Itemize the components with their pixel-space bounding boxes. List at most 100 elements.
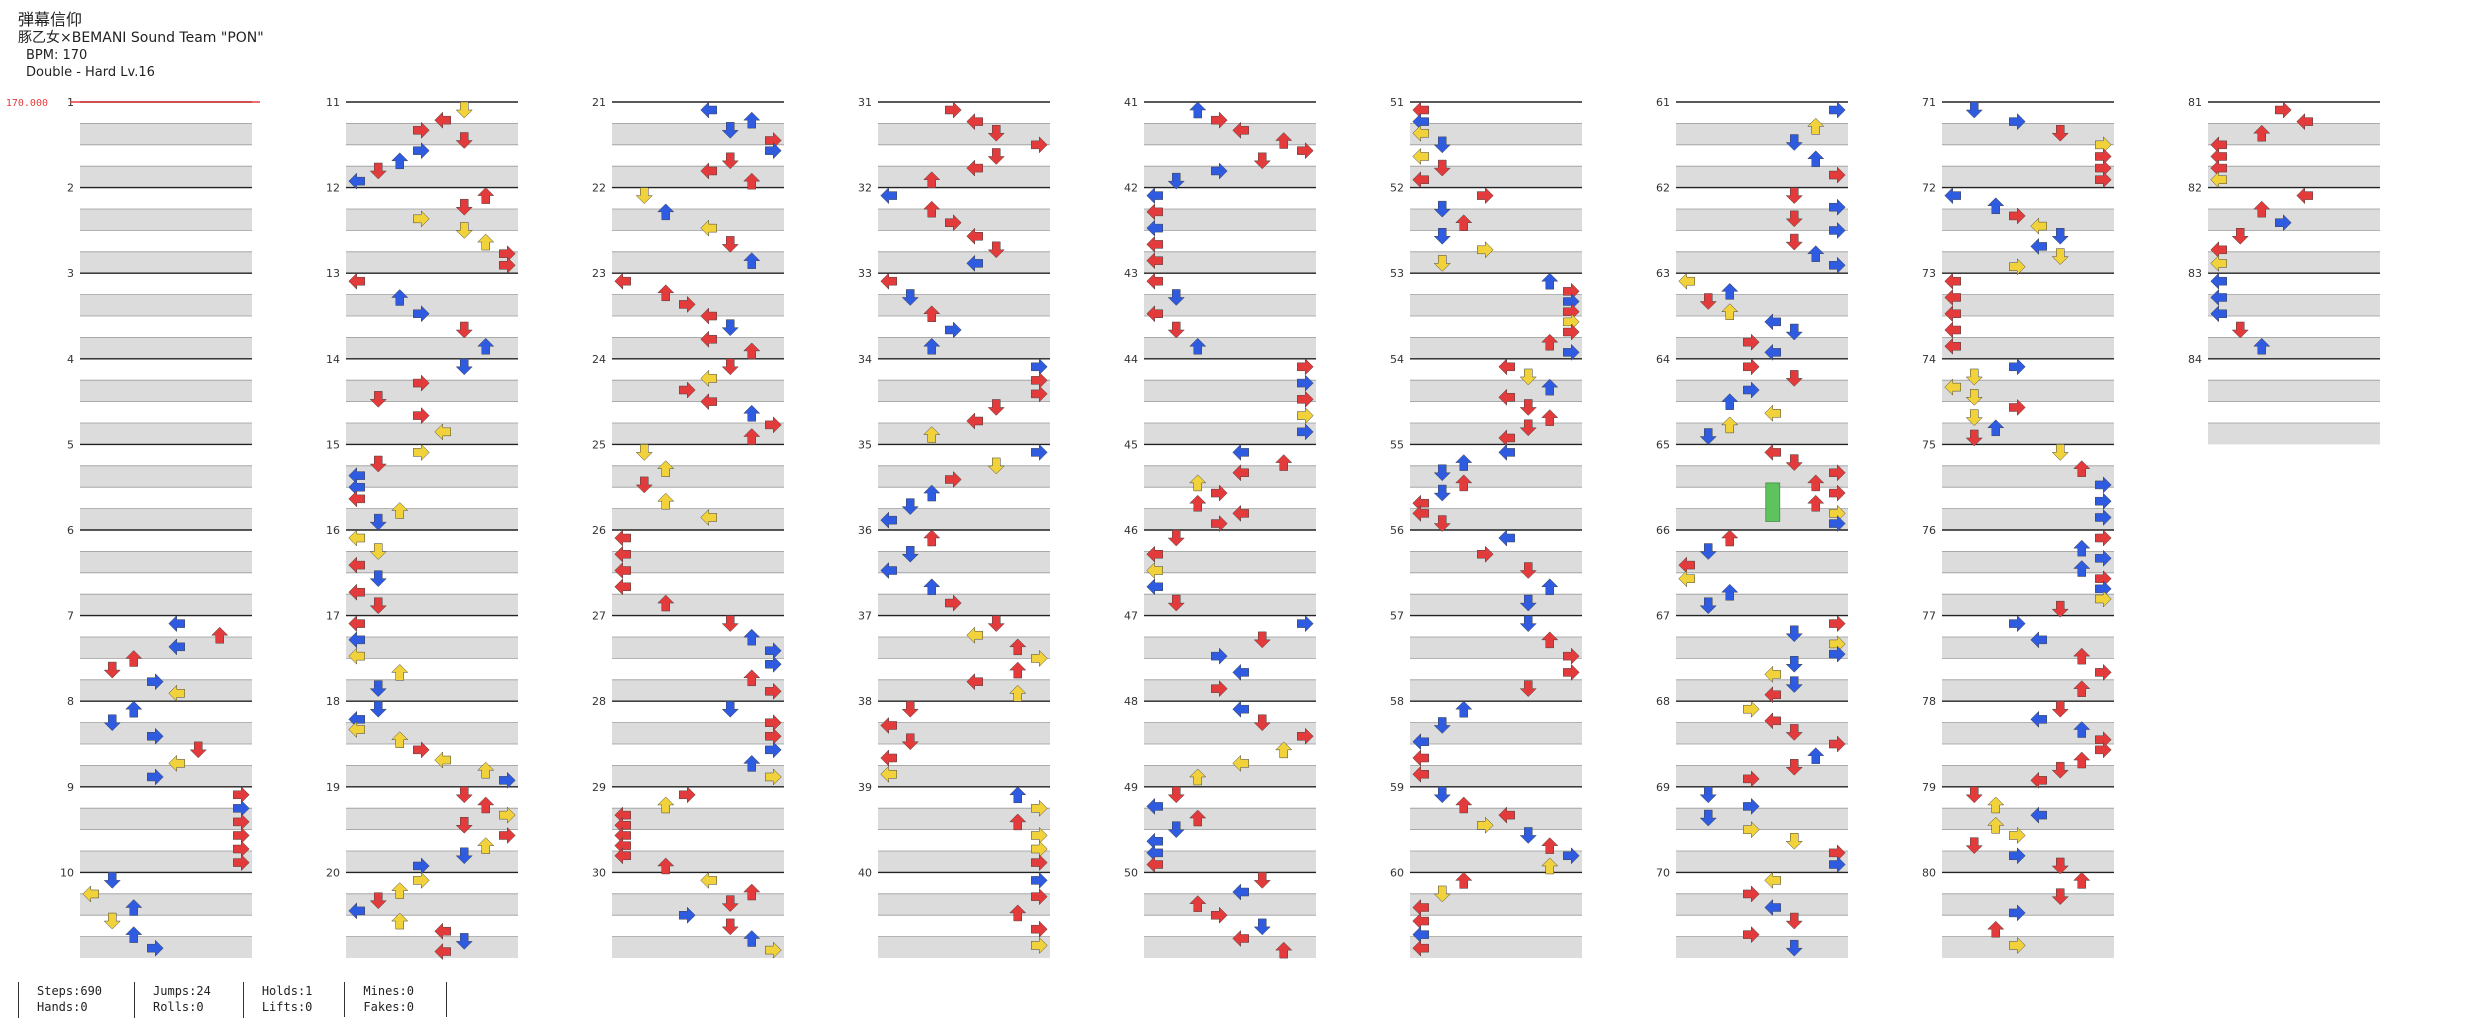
measure-label: 55 (1390, 438, 1404, 451)
arrow-note (1562, 663, 1580, 681)
beat-band (612, 251, 784, 274)
beat-band (1410, 337, 1582, 359)
beat-band (1144, 209, 1316, 231)
arrow-note (1189, 101, 1207, 119)
measure-label: 26 (592, 524, 606, 537)
beat-band (346, 637, 518, 659)
measure-label: 42 (1124, 182, 1138, 195)
arrow-note (923, 529, 941, 547)
arrow-note (1764, 443, 1782, 461)
measure-label: 68 (1656, 695, 1670, 708)
beat-band (878, 722, 1050, 744)
beat-band (1410, 508, 1582, 530)
beat-band (612, 936, 784, 958)
arrow-note (391, 663, 409, 681)
arrow-note (455, 321, 473, 339)
beat-band (1676, 637, 1848, 659)
stat-mines: Mines:0 (363, 984, 414, 998)
arrow-note (1030, 871, 1048, 889)
measure-label: 35 (858, 438, 872, 451)
beat-band (80, 166, 252, 188)
arrow-note (721, 319, 739, 337)
beat-band (2208, 380, 2380, 402)
arrow-note (1476, 187, 1494, 205)
measure-label: 79 (1922, 781, 1936, 794)
arrow-note (1742, 700, 1760, 718)
arrow-note (678, 786, 696, 804)
beat-band (1676, 166, 1848, 188)
arrow-note (1433, 786, 1451, 804)
arrow-note (1944, 321, 1962, 339)
beat-band (1942, 936, 2114, 958)
arrow-note (455, 101, 473, 119)
measure-label: 15 (326, 438, 340, 451)
beat-band (878, 637, 1050, 659)
beat-band (1144, 893, 1316, 916)
beat-band (1144, 808, 1316, 830)
arrow-note (455, 786, 473, 804)
measure-label: 4 (67, 353, 74, 366)
beat-band (346, 337, 518, 359)
measure-label: 65 (1656, 438, 1670, 451)
arrow-note (721, 358, 739, 376)
arrow-note (2051, 700, 2069, 718)
measure-label: 29 (592, 781, 606, 794)
beat-band (1410, 679, 1582, 702)
measure-label: 69 (1656, 781, 1670, 794)
beat-band (80, 508, 252, 530)
arrow-note (2008, 615, 2026, 633)
step-chart: 1234567891011121314151617181920212223242… (6, 96, 2380, 961)
beat-band (80, 465, 252, 488)
arrow-note (1296, 407, 1314, 425)
beat-band (612, 294, 784, 316)
measure-label: 28 (592, 695, 606, 708)
hold-note (1765, 482, 1781, 522)
arrow-note (721, 700, 739, 718)
beat-band (878, 765, 1050, 787)
measure-label: 82 (2188, 182, 2202, 195)
measure-label: 7 (67, 610, 74, 623)
beat-band (1676, 808, 1848, 830)
beat-band (80, 637, 252, 659)
arrow-note (2094, 663, 2112, 681)
arrow-note (1807, 747, 1825, 765)
beat-band (612, 166, 784, 188)
beat-band (1144, 251, 1316, 274)
stat-rolls: Rolls:0 (153, 1000, 204, 1014)
beat-band (1144, 294, 1316, 316)
beat-band (1942, 722, 2114, 744)
beat-band (346, 294, 518, 316)
arrow-note (348, 272, 366, 290)
arrow-note (103, 871, 121, 889)
beat-band (878, 679, 1050, 702)
arrow-note (1828, 615, 1846, 633)
arrow-note (1498, 529, 1516, 547)
beat-band (612, 465, 784, 488)
beat-band (1410, 936, 1582, 958)
arrow-note (2073, 871, 2091, 889)
stat-group-mines: Mines:0 Fakes:0 (344, 982, 447, 1017)
song-header: 弾幕信仰 豚乙女×BEMANI Sound Team "PON" BPM: 17… (18, 10, 264, 81)
beat-band (2208, 166, 2380, 188)
measure-label: 63 (1656, 267, 1670, 280)
arrow-note (987, 615, 1005, 633)
measure-label: 50 (1124, 866, 1138, 879)
arrow-note (1009, 786, 1027, 804)
beat-band (1942, 294, 2114, 316)
arrow-note (1807, 150, 1825, 168)
beat-band (878, 380, 1050, 402)
stat-group-holds: Holds:1 Lifts:0 (242, 982, 345, 1018)
arrow-note (168, 615, 186, 633)
beat-band (1410, 294, 1582, 316)
arrow-note (1296, 615, 1314, 633)
arrow-note (1965, 786, 1983, 804)
beat-band (346, 679, 518, 702)
song-bpm: BPM: 170 (26, 48, 88, 63)
measure-label: 84 (2188, 353, 2202, 366)
beat-band (612, 765, 784, 787)
measure-label: 22 (592, 182, 606, 195)
beat-band (1410, 851, 1582, 873)
beat-band (1410, 209, 1582, 231)
measure-label: 47 (1124, 610, 1138, 623)
arrow-note (2274, 101, 2292, 119)
